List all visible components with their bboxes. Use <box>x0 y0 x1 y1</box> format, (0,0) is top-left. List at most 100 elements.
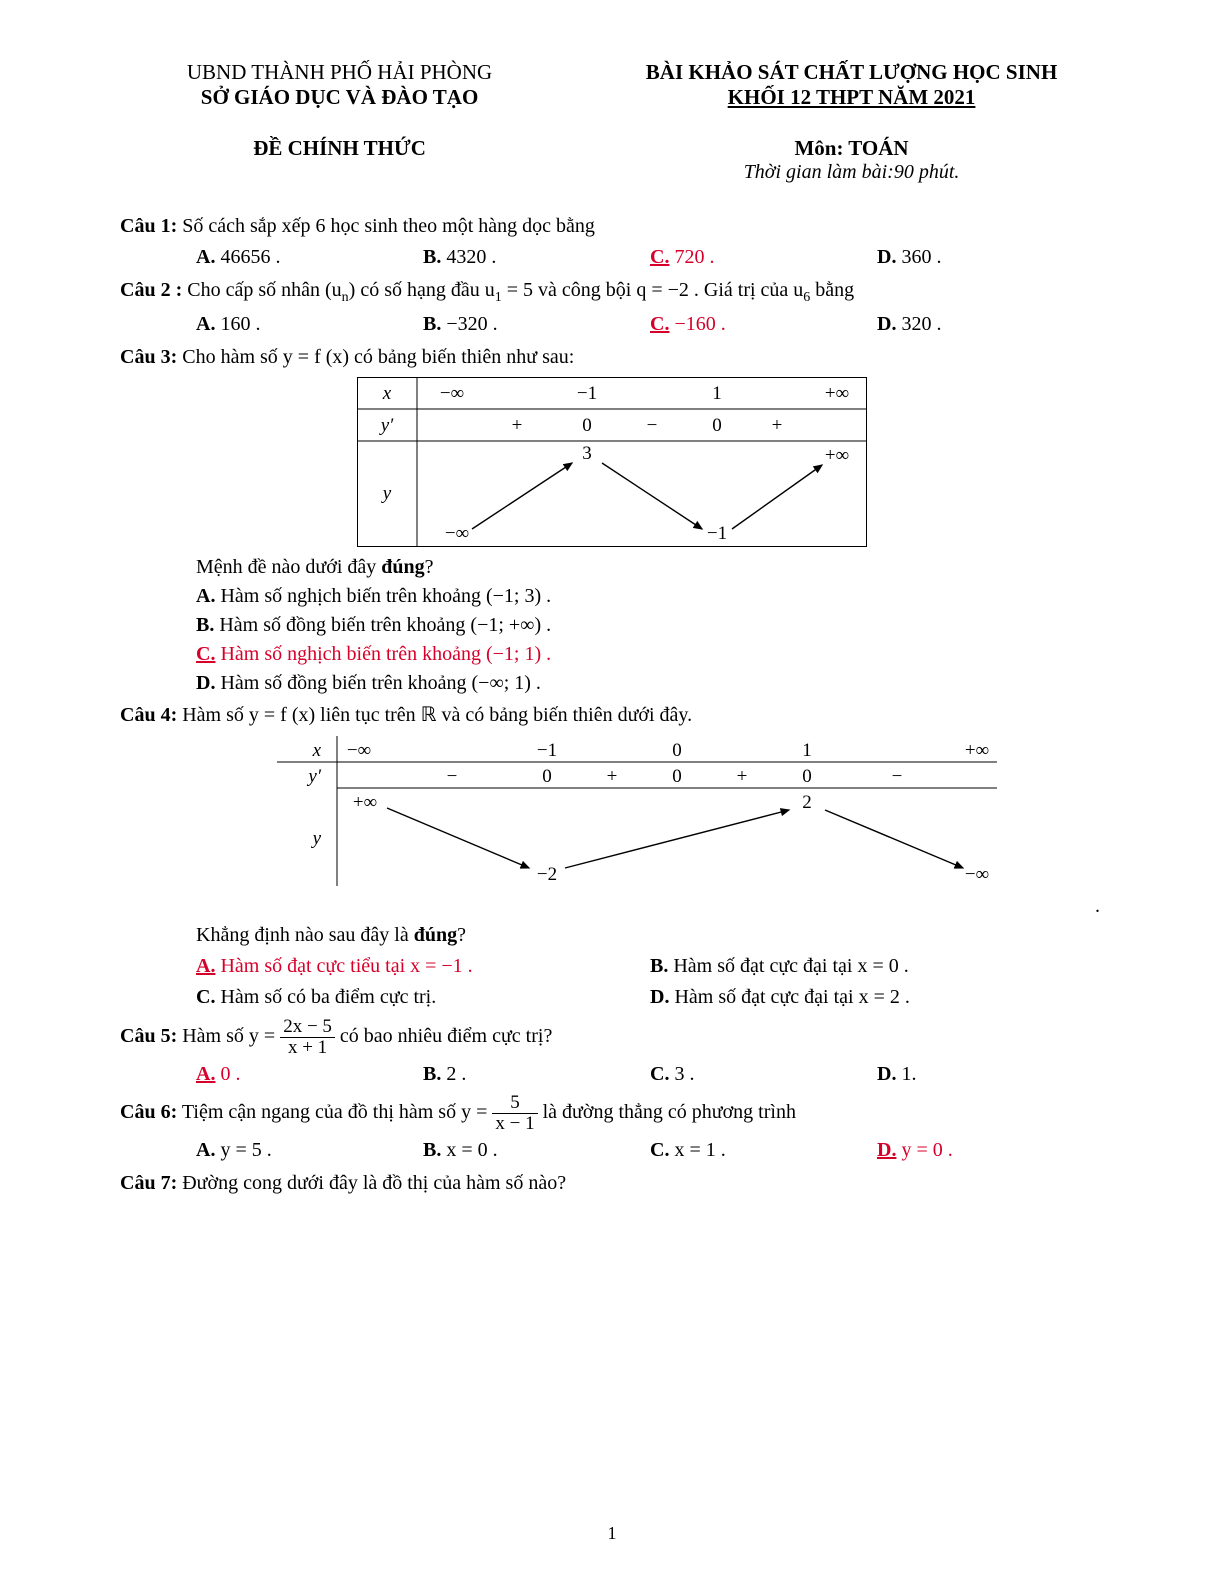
q1-text: Số cách sắp xếp 6 học sinh theo một hàng… <box>177 215 595 237</box>
q1-d-text: 360 . <box>901 246 941 268</box>
q4-row-yp: y′ <box>306 766 321 787</box>
q7-label: Câu 7: <box>120 1172 177 1194</box>
q4-options: A. Hàm số đạt cực tiểu tại x = −1 . B. H… <box>196 952 1104 1014</box>
q4-opt-b: B. Hàm số đạt cực đại tại x = 0 . <box>650 952 1104 981</box>
q3-yp5: + <box>772 415 783 436</box>
subheader-row: ĐỀ CHÍNH THỨC Môn: TOÁN Thời gian làm bà… <box>120 136 1104 184</box>
q6-post: là đường thẳng có phương trình <box>538 1101 796 1123</box>
subject: Môn: TOÁN <box>599 136 1104 161</box>
q3-variation-table: x y′ y −∞ −1 1 +∞ + 0 − 0 + 3 +∞ −∞ −1 <box>357 377 867 547</box>
q3-y-ninf: −∞ <box>445 523 469 544</box>
q2-t4: bằng <box>810 279 854 301</box>
header-left: UBND THÀNH PHỐ HẢI PHÒNG SỞ GIÁO DỤC VÀ … <box>120 60 559 110</box>
q1-c-text: 720 . <box>674 246 714 268</box>
q6-opt-b: B. x = 0 . <box>423 1136 650 1165</box>
q5-den: x + 1 <box>280 1038 335 1058</box>
org-line2: SỞ GIÁO DỤC VÀ ĐÀO TẠO <box>120 85 559 110</box>
q6-pre: Tiệm cận ngang của đồ thị hàm số y = <box>177 1101 492 1123</box>
q3-opt-a: A. Hàm số nghịch biến trên khoảng (−1; 3… <box>196 582 1104 611</box>
q1-opt-a: A. 46656 . <box>196 243 423 272</box>
q5-pre: Hàm số y = <box>177 1025 280 1047</box>
q6-num: 5 <box>492 1093 537 1114</box>
q5-a-text: 0 . <box>220 1063 240 1085</box>
q4-x-z: 0 <box>672 740 682 761</box>
q3-y-top: 3 <box>582 443 592 464</box>
q4-x-pinf: +∞ <box>965 740 989 761</box>
q3-opt-b: B. Hàm số đồng biến trên khoảng (−1; +∞)… <box>196 611 1104 640</box>
q6-c-text: x = 1 . <box>674 1139 725 1161</box>
q2-t1: Cho cấp số nhân (u <box>182 279 341 301</box>
q3-prompt-bold: đúng <box>381 556 424 578</box>
q6-opt-c: C. x = 1 . <box>650 1136 877 1165</box>
q3-a-text: Hàm số nghịch biến trên khoảng (−1; 3) . <box>220 585 551 607</box>
q6-opt-a: A. y = 5 . <box>196 1136 423 1165</box>
q3-row-x: x <box>382 383 392 404</box>
q3-b-text: Hàm số đồng biến trên khoảng (−1; +∞) . <box>219 614 551 636</box>
q6-b-text: x = 0 . <box>446 1139 497 1161</box>
q2-opt-d: D. 320 . <box>877 310 1104 339</box>
q3-x-p1: 1 <box>712 383 722 404</box>
q3-yp1: + <box>512 415 523 436</box>
q6-label: Câu 6: <box>120 1101 177 1123</box>
q6-den: x − 1 <box>492 1114 537 1134</box>
q6-opt-d: D. y = 0 . <box>877 1136 1104 1165</box>
q4-x-m1: −1 <box>537 740 557 761</box>
q3-prompt: Mệnh đề nào dưới đây đúng? <box>196 553 1104 582</box>
question-2: Câu 2 : Cho cấp số nhân (un) có số hạng … <box>120 276 1104 308</box>
q5-num: 2x − 5 <box>280 1017 335 1038</box>
q4-table-wrap: x y′ y −∞ −1 0 1 +∞ − 0 + 0 + 0 − +∞ −2 <box>120 736 1104 886</box>
q4-prompt-text: Khẳng định nào sau đây là <box>196 924 414 946</box>
q4-x-p1: 1 <box>802 740 812 761</box>
q6-options: A. y = 5 . B. x = 0 . C. x = 1 . D. y = … <box>196 1136 1104 1165</box>
q3-opt-c: C. Hàm số nghịch biến trên khoảng (−1; 1… <box>196 640 1104 669</box>
q2-a-text: 160 . <box>220 313 260 335</box>
q4-prompt-q: ? <box>457 924 466 946</box>
q4-a-text: Hàm số đạt cực tiểu tại x = −1 . <box>220 955 472 977</box>
header-right: BÀI KHẢO SÁT CHẤT LƯỢNG HỌC SINH KHỐI 12… <box>599 60 1104 110</box>
q3-prompt-q: ? <box>425 556 434 578</box>
q5-opt-b: B. 2 . <box>423 1060 650 1089</box>
q3-label: Câu 3: <box>120 346 177 368</box>
q5-c-text: 3 . <box>674 1063 694 1085</box>
page: UBND THÀNH PHỐ HẢI PHÒNG SỞ GIÁO DỤC VÀ … <box>0 0 1224 1584</box>
q3-text: Cho hàm số y = f (x) có bảng biến thiên … <box>177 346 574 368</box>
q4-period: . <box>120 892 1104 921</box>
question-7: Câu 7: Đường cong dưới đây là đồ thị của… <box>120 1169 1104 1198</box>
q1-opt-b: B. 4320 . <box>423 243 650 272</box>
question-3: Câu 3: Cho hàm số y = f (x) có bảng biến… <box>120 343 1104 372</box>
q2-sub2: 1 <box>495 290 502 305</box>
q2-t3: = 5 và công bội q = −2 . Giá trị của u <box>502 279 804 301</box>
q4-z2: 0 <box>672 766 682 787</box>
q4-c-text: Hàm số có ba điểm cực trị. <box>220 986 436 1008</box>
q2-opt-b: B. −320 . <box>423 310 650 339</box>
subject-col: Môn: TOÁN Thời gian làm bài:90 phút. <box>599 136 1104 184</box>
q4-row-x: x <box>312 740 322 761</box>
q4-s2: + <box>607 766 618 787</box>
q2-d-text: 320 . <box>901 313 941 335</box>
q2-opt-a: A. 160 . <box>196 310 423 339</box>
q4-b-text: Hàm số đạt cực đại tại x = 0 . <box>673 955 908 977</box>
q5-opt-c: C. 3 . <box>650 1060 877 1089</box>
question-4: Câu 4: Hàm số y = f (x) liên tục trên ℝ … <box>120 701 1104 730</box>
q6-d-text: y = 0 . <box>901 1139 952 1161</box>
q4-opt-d: D. Hàm số đạt cực đại tại x = 2 . <box>650 983 1104 1012</box>
q3-row-y: y <box>381 483 392 504</box>
q2-sub1: n <box>342 290 349 305</box>
q4-opt-a: A. Hàm số đạt cực tiểu tại x = −1 . <box>196 952 650 981</box>
q2-t2: ) có số hạng đầu u <box>349 279 495 301</box>
q2-b-text: −320 . <box>446 313 497 335</box>
official-label-col: ĐỀ CHÍNH THỨC <box>120 136 559 184</box>
q4-opt-c: C. Hàm số có ba điểm cực trị. <box>196 983 650 1012</box>
q2-options: A. 160 . B. −320 . C. −160 . D. 320 . <box>196 310 1104 339</box>
q4-d-text: Hàm số đạt cực đại tại x = 2 . <box>674 986 909 1008</box>
q4-v4: −∞ <box>965 864 989 885</box>
q3-c-text: Hàm số nghịch biến trên khoảng (−1; 1) . <box>220 643 551 665</box>
q3-row-yp: y′ <box>379 415 394 436</box>
q3-y-m1: −1 <box>707 523 727 544</box>
q7-text: Đường cong dưới đây là đồ thị của hàm số… <box>177 1172 566 1194</box>
title-line2: KHỐI 12 THPT NĂM 2021 <box>720 85 984 109</box>
q3-opt-d: D. Hàm số đồng biến trên khoảng (−∞; 1) … <box>196 669 1104 698</box>
q4-prompt: Khẳng định nào sau đây là đúng? <box>196 921 1104 950</box>
header-row: UBND THÀNH PHỐ HẢI PHÒNG SỞ GIÁO DỤC VÀ … <box>120 60 1104 110</box>
q4-prompt-bold: đúng <box>414 924 457 946</box>
